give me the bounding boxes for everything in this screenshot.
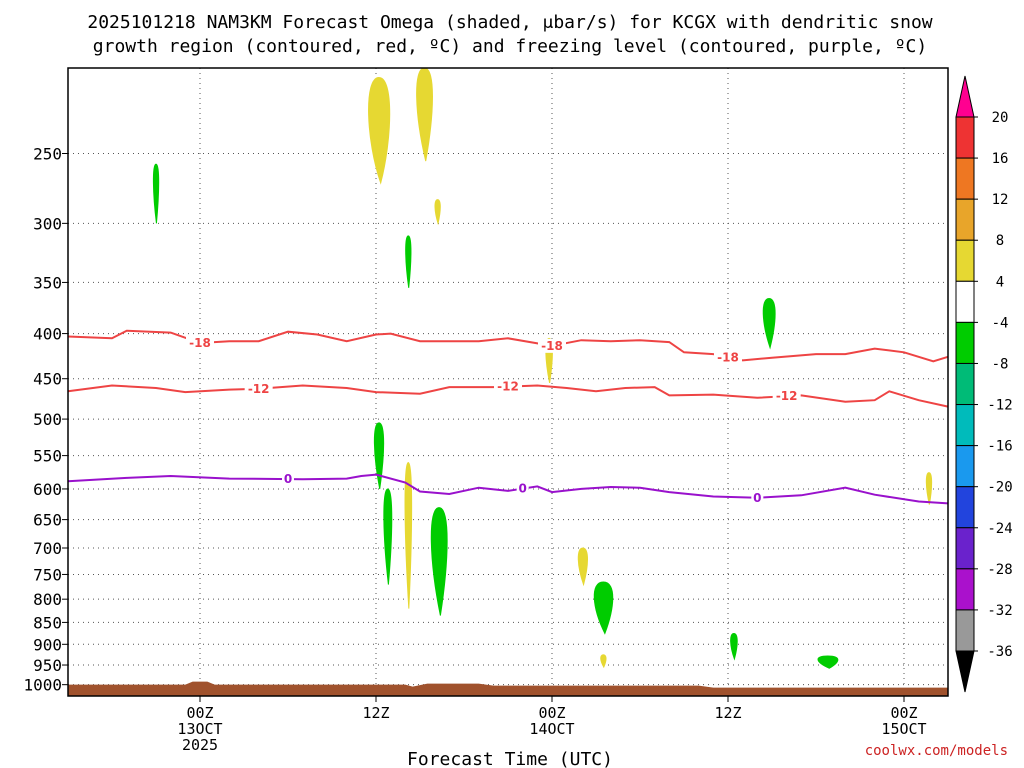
colorbar-box — [955, 445, 975, 488]
y-tick-label: 550 — [33, 447, 62, 466]
omega-blob — [383, 488, 393, 585]
x-tick-label: 00Z — [186, 704, 213, 722]
contour-label-bg — [772, 389, 801, 404]
contour-label: 0 — [518, 482, 526, 496]
contour-label: -18 — [541, 339, 563, 353]
y-tick-label: 1000 — [23, 676, 62, 695]
ground-terrain — [68, 681, 948, 696]
x-tick-label: 14OCT — [529, 720, 574, 738]
contour-label-bg — [282, 472, 294, 487]
colorbar-box — [955, 321, 975, 364]
colorbar-box — [955, 280, 975, 323]
colorbar-tick-label: 4 — [996, 274, 1004, 290]
colorbar-box — [955, 157, 975, 200]
contour-label-bg — [244, 381, 273, 396]
y-tick-label: 600 — [33, 480, 62, 499]
y-tick-label: 750 — [33, 565, 62, 584]
dgz-minus12-contour — [67, 384, 949, 408]
x-tick-label: 15OCT — [881, 720, 926, 738]
omega-blob — [404, 462, 413, 609]
colorbar-tick-label: 8 — [996, 233, 1004, 249]
x-tick-label: 12Z — [362, 704, 389, 722]
colorbar-top-arrow — [955, 75, 975, 118]
contour-label: -18 — [717, 350, 739, 364]
contour-label: -12 — [497, 380, 519, 394]
colorbar: 20 16 12 8 4 -4 -8 -12 -16 -20 -24 -28 -32 -36 — [955, 75, 1013, 693]
y-tick-label: 300 — [33, 214, 62, 233]
contour-label: -18 — [189, 336, 211, 350]
x-tick-label: 00Z — [890, 704, 917, 722]
x-tick-label: 00Z — [538, 704, 565, 722]
y-tick-label: 800 — [33, 590, 62, 609]
y-tick-label: 900 — [33, 635, 62, 654]
colorbar-box — [955, 527, 975, 570]
colorbar-tick-label: -16 — [987, 439, 1012, 455]
y-tick-label: 400 — [33, 325, 62, 344]
colorbar-tick-label: -36 — [987, 644, 1012, 660]
omega-blob — [593, 581, 614, 635]
colorbar-tick-label: -12 — [987, 398, 1012, 414]
contour-label-bg — [538, 338, 566, 353]
contour-label: -12 — [776, 389, 798, 403]
colorbar-tick-label: -32 — [987, 603, 1012, 619]
contour-label-bg — [516, 481, 529, 496]
omega-blob — [577, 547, 589, 587]
y-tick-label: 450 — [33, 370, 62, 389]
plot-area: -18 -18 -18 -12 -12 -12 0 0 0 250 300 350 400 450 500 5… — [23, 67, 949, 754]
colorbar-box — [955, 198, 975, 241]
y-tick-label: 850 — [33, 613, 62, 632]
colorbar-tick-label: -4 — [992, 315, 1009, 331]
contour-label-bg — [714, 350, 742, 365]
omega-blob — [600, 654, 607, 669]
y-tick-label: 950 — [33, 656, 62, 675]
omega-blob — [368, 76, 391, 185]
y-tick-label: 650 — [33, 511, 62, 530]
omega-blob — [152, 163, 160, 224]
colorbar-tick-label: -24 — [987, 521, 1012, 537]
colorbar-tick-label: -28 — [987, 562, 1012, 578]
x-tick-label: 2025 — [182, 736, 218, 754]
plot-frame — [67, 67, 949, 697]
x-tick-label: 12Z — [714, 704, 741, 722]
chart-title-line1: 2025101218 NAM3KM Forecast Omega (shaded… — [87, 12, 932, 33]
contour-label: 0 — [753, 491, 761, 505]
colorbar-box — [955, 609, 975, 652]
colorbar-tick-label: -20 — [987, 480, 1012, 496]
colorbar-tick-label: 16 — [992, 151, 1009, 167]
omega-blob — [925, 472, 933, 505]
colorbar-tick-label: 20 — [992, 110, 1009, 126]
colorbar-bottom-arrow — [955, 650, 975, 693]
colorbar-tick-label: 12 — [992, 192, 1009, 208]
x-axis-label: Forecast Time (UTC) — [407, 749, 613, 768]
y-tick-label: 250 — [33, 144, 62, 163]
omega-blob — [434, 199, 441, 226]
colorbar-box — [955, 362, 975, 406]
contour-label-bg — [494, 379, 522, 394]
dgz-minus18-contour — [67, 329, 949, 363]
omega-blob — [762, 298, 776, 350]
chart-title-line2: growth region (contoured, red, ºC) and f… — [93, 36, 927, 57]
contour-label-bg — [186, 336, 214, 351]
contour-label: -12 — [248, 382, 270, 396]
colorbar-box — [955, 568, 975, 611]
credit-text[interactable]: coolwx.com/models — [865, 743, 1008, 759]
omega-blob — [405, 235, 412, 288]
x-tick-label: 13OCT — [177, 720, 222, 738]
colorbar-box — [955, 486, 975, 529]
colorbar-box — [955, 404, 975, 447]
omega-blob — [416, 67, 433, 162]
omega-blob — [730, 633, 738, 661]
y-tick-label: 700 — [33, 539, 62, 558]
omega-blob — [430, 507, 448, 616]
y-tick-label: 500 — [33, 410, 62, 429]
contour-label: 0 — [284, 472, 292, 486]
omega-blob — [817, 655, 839, 669]
y-tick-label: 350 — [33, 273, 62, 292]
colorbar-box — [955, 116, 975, 159]
colorbar-box — [955, 239, 975, 282]
omega-blob — [373, 422, 385, 490]
contour-label-bg — [751, 490, 764, 505]
colorbar-tick-label: -8 — [992, 356, 1009, 372]
